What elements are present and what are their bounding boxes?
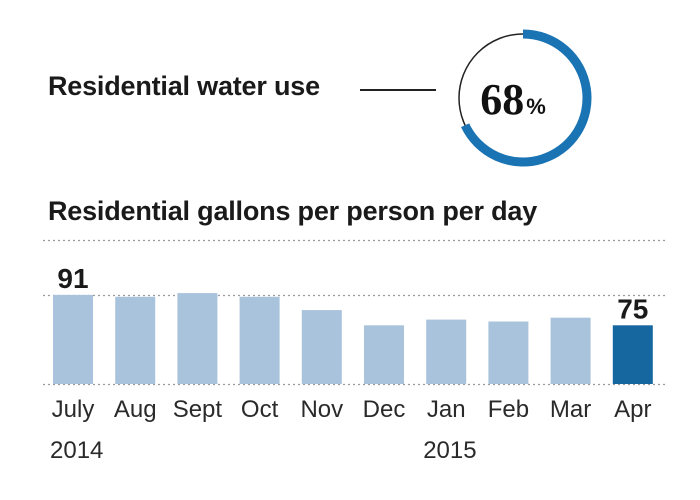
- gridlines: [43, 239, 667, 386]
- category-label-jan: Jan: [427, 396, 466, 423]
- bar-mar: [550, 317, 591, 384]
- category-label-feb: Feb: [488, 396, 529, 423]
- bar-apr: [612, 325, 653, 384]
- category-label-apr: Apr: [614, 396, 651, 423]
- bar-sept: [177, 293, 218, 384]
- category-label-mar: Mar: [550, 396, 591, 423]
- bar-nov: [301, 310, 342, 384]
- category-label-oct: Oct: [241, 396, 279, 423]
- category-label-nov: Nov: [300, 396, 343, 423]
- bar-jan: [426, 319, 467, 384]
- category-label-dec: Dec: [363, 396, 406, 423]
- value-label-apr: 75: [617, 293, 648, 324]
- bar-aug: [115, 296, 156, 384]
- gauge-label: Residential water use: [48, 71, 320, 101]
- labels: July 91 Aug Sept Oct Nov Dec Jan Feb Mar Apr 75: [52, 263, 652, 423]
- year-label-2014: 2014: [50, 437, 104, 464]
- bar-chart: July 91 Aug Sept Oct Nov Dec Jan Feb Mar Apr 75: [43, 239, 667, 423]
- gauge-percent-sign: %: [526, 94, 546, 119]
- bar-july: [53, 294, 93, 384]
- value-label-july: 91: [57, 263, 88, 294]
- percent-gauge: 68%: [458, 29, 592, 167]
- gauge-arc: [461, 29, 592, 167]
- bar-oct: [239, 296, 280, 384]
- bars: [53, 293, 653, 384]
- category-label-sept: Sept: [173, 396, 223, 423]
- year-label-2015: 2015: [423, 437, 477, 464]
- leader-line: [360, 89, 436, 91]
- category-label-july: July: [52, 396, 95, 423]
- gauge-percent-value: 68: [480, 75, 524, 124]
- chart-title: Residential gallons per person per day: [48, 196, 538, 226]
- bar-feb: [488, 321, 529, 384]
- gauge-percent: 68%: [480, 75, 546, 124]
- category-label-aug: Aug: [114, 396, 157, 423]
- bar-dec: [364, 325, 404, 384]
